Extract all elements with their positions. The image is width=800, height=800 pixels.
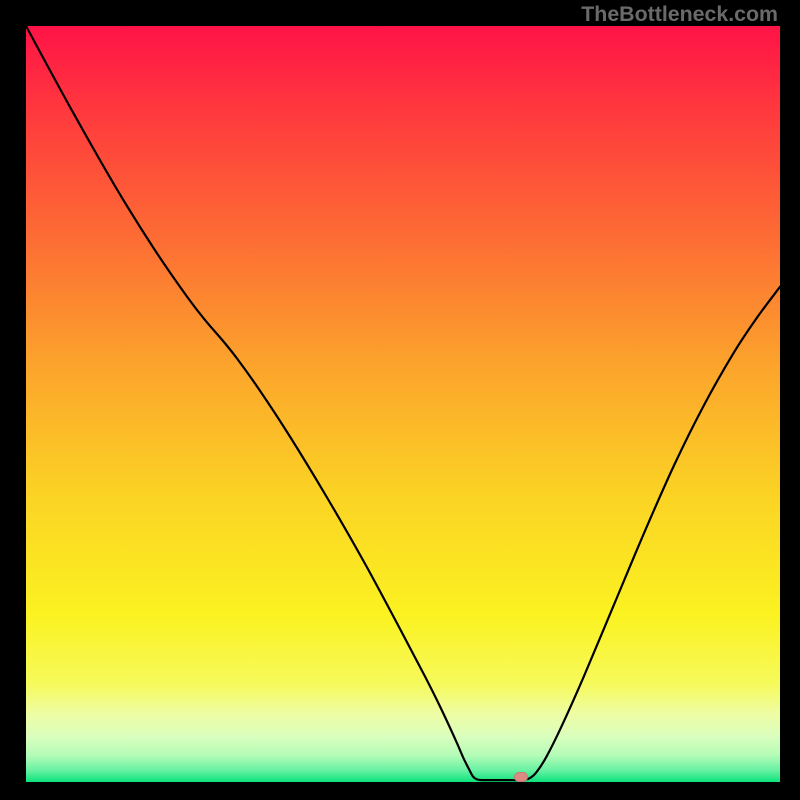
chart-border-top (0, 0, 800, 26)
chart-container: TheBottleneck.com (0, 0, 800, 800)
current-point-marker (514, 772, 528, 782)
bottleneck-curve (26, 26, 780, 780)
chart-border-bottom (0, 782, 800, 800)
plot-area (26, 26, 780, 782)
chart-border-right (780, 0, 800, 800)
chart-border-left (0, 0, 26, 800)
curve-svg (26, 26, 780, 782)
